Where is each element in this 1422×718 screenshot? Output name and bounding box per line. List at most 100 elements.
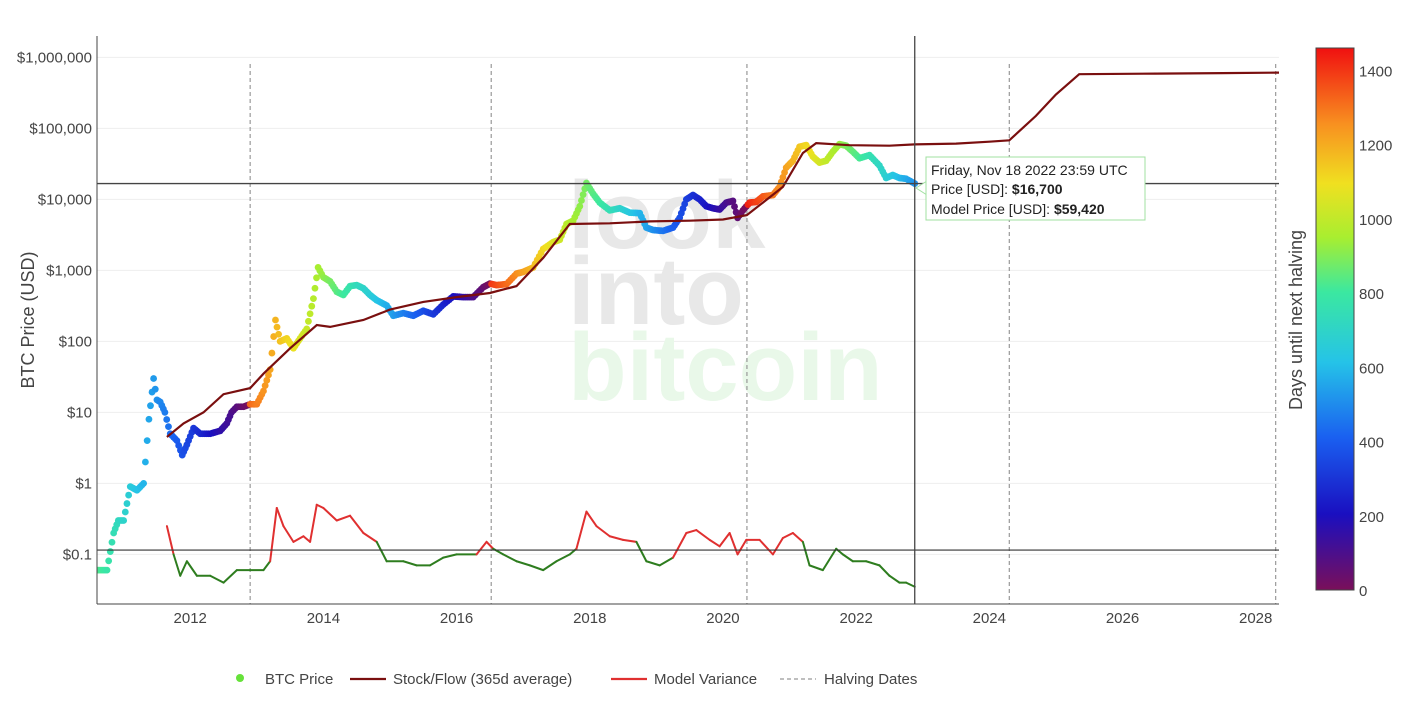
y-tick-label: $0.1	[63, 546, 92, 563]
y-tick-label: $100,000	[29, 120, 92, 137]
x-axis-ticks: 2012 2014 2016 2018 2020 2022 2024 2026 2028	[174, 610, 1273, 627]
model-variance-segment	[672, 532, 688, 559]
legend-label-stock-flow: Stock/Flow (365d average)	[393, 671, 572, 688]
btc-price-point	[305, 317, 312, 325]
model-variance-segment	[335, 514, 352, 522]
tooltip-model: Model Price [USD]: $59,420	[931, 201, 1105, 217]
model-variance-segment	[841, 553, 854, 563]
halving-lines	[249, 64, 1277, 604]
btc-price-point	[268, 349, 276, 357]
colorbar-tick-label: 1000	[1359, 212, 1392, 229]
btc-price-point	[303, 325, 311, 333]
model-variance-segment	[888, 574, 901, 584]
watermark: look into bitcoin	[568, 162, 883, 421]
btc-price-point	[151, 385, 159, 393]
x-tick-label: 2018	[573, 610, 606, 627]
y-tick-label: $1,000,000	[17, 49, 92, 66]
x-tick-label: 2026	[1106, 610, 1139, 627]
colorbar-tick-label: 200	[1359, 509, 1384, 526]
colorbar-tick-label: 0	[1359, 583, 1367, 600]
btc-price-point	[145, 415, 153, 423]
model-variance-segment	[542, 560, 558, 572]
btc-price-point	[143, 437, 151, 445]
stock-flow-line	[166, 71, 1279, 438]
model-variance-segment	[791, 532, 804, 543]
btc-price-point	[263, 376, 271, 384]
model-variance-segment	[608, 535, 625, 541]
btc-price-point	[106, 548, 114, 555]
btc-price-point	[163, 416, 171, 423]
colorbar-tick-label: 1400	[1359, 63, 1392, 80]
model-variance-segment	[575, 510, 588, 550]
model-variance-segment	[475, 540, 488, 556]
colorbar-tick-label: 800	[1359, 286, 1384, 303]
model-variance-segment	[179, 560, 188, 577]
btc-price-point	[308, 302, 316, 310]
model-variance-segment	[185, 560, 198, 577]
colorbar-gradient	[1315, 47, 1355, 591]
legend-marker-btc-price	[236, 674, 244, 682]
btc-price-point	[729, 197, 737, 205]
y-axis-title: BTC Price (USD)	[18, 251, 38, 388]
model-variance-segment	[275, 506, 285, 528]
x-tick-label: 2016	[440, 610, 473, 627]
x-tick-label: 2014	[307, 610, 340, 627]
model-variance-segment	[821, 547, 838, 572]
model-variance-segment	[315, 503, 325, 509]
model-variance-segment	[302, 535, 312, 543]
legend-item-model-variance[interactable]: Model Variance	[611, 671, 757, 688]
legend-item-stock-flow[interactable]: Stock/Flow (365d average)	[350, 671, 572, 688]
model-variance-segment	[555, 553, 571, 563]
btc-price-point	[141, 458, 149, 466]
legend-item-btc-price[interactable]: BTC Price	[236, 671, 333, 688]
model-variance-segment	[375, 540, 388, 563]
btc-price-point	[306, 310, 314, 318]
plot-area[interactable]	[94, 71, 1279, 588]
model-variance-segment	[485, 540, 495, 550]
model-variance-segment	[685, 529, 698, 534]
model-variance-segment	[362, 532, 378, 543]
btc-price-point	[123, 500, 131, 507]
model-variance-segment	[515, 560, 531, 567]
model-variance-segment	[262, 560, 272, 572]
btc-price-point	[578, 197, 585, 204]
watermark-line-3: bitcoin	[568, 314, 883, 421]
btc-price-point	[103, 566, 111, 574]
y-tick-label: $100	[59, 333, 92, 350]
model-variance-segment	[622, 538, 638, 543]
y-tick-label: $10,000	[38, 191, 92, 208]
x-tick-label: 2028	[1239, 610, 1272, 627]
btc-price-point	[165, 423, 172, 431]
model-variance-segment	[905, 581, 916, 588]
tooltip-model-value: $59,420	[1054, 201, 1105, 217]
model-variance-segment	[502, 553, 518, 563]
btc-price-point	[273, 323, 281, 331]
btc-price-point	[105, 557, 113, 565]
btc-price-point	[311, 284, 319, 292]
legend: BTC Price Stock/Flow (365d average) Mode…	[236, 671, 917, 688]
btc-price-point	[313, 274, 320, 282]
model-variance-segment	[718, 532, 731, 548]
tooltip-price: Price [USD]: $16,700	[931, 181, 1063, 197]
model-variance-segment	[708, 538, 721, 548]
legend-label-btc-price: BTC Price	[265, 671, 333, 688]
x-tick-label: 2020	[706, 610, 739, 627]
x-tick-label: 2022	[839, 610, 872, 627]
colorbar-tick-label: 600	[1359, 360, 1384, 377]
btc-price-point	[272, 316, 279, 324]
tooltip-box	[925, 156, 1146, 221]
btc-price-point	[260, 387, 267, 395]
colorbar-tick-label: 400	[1359, 435, 1384, 452]
legend-item-halving-dates[interactable]: Halving Dates	[780, 671, 917, 688]
btc-price-point	[147, 402, 154, 410]
model-variance-segment	[309, 503, 318, 543]
btc-price-point	[108, 538, 116, 546]
btc-price-point	[576, 202, 584, 210]
model-variance-segment	[695, 529, 711, 541]
y-tick-label: $10	[67, 404, 92, 421]
y-tick-label: $1,000	[46, 262, 92, 279]
btc-price-point	[731, 203, 738, 210]
btc-price-point	[265, 371, 272, 379]
